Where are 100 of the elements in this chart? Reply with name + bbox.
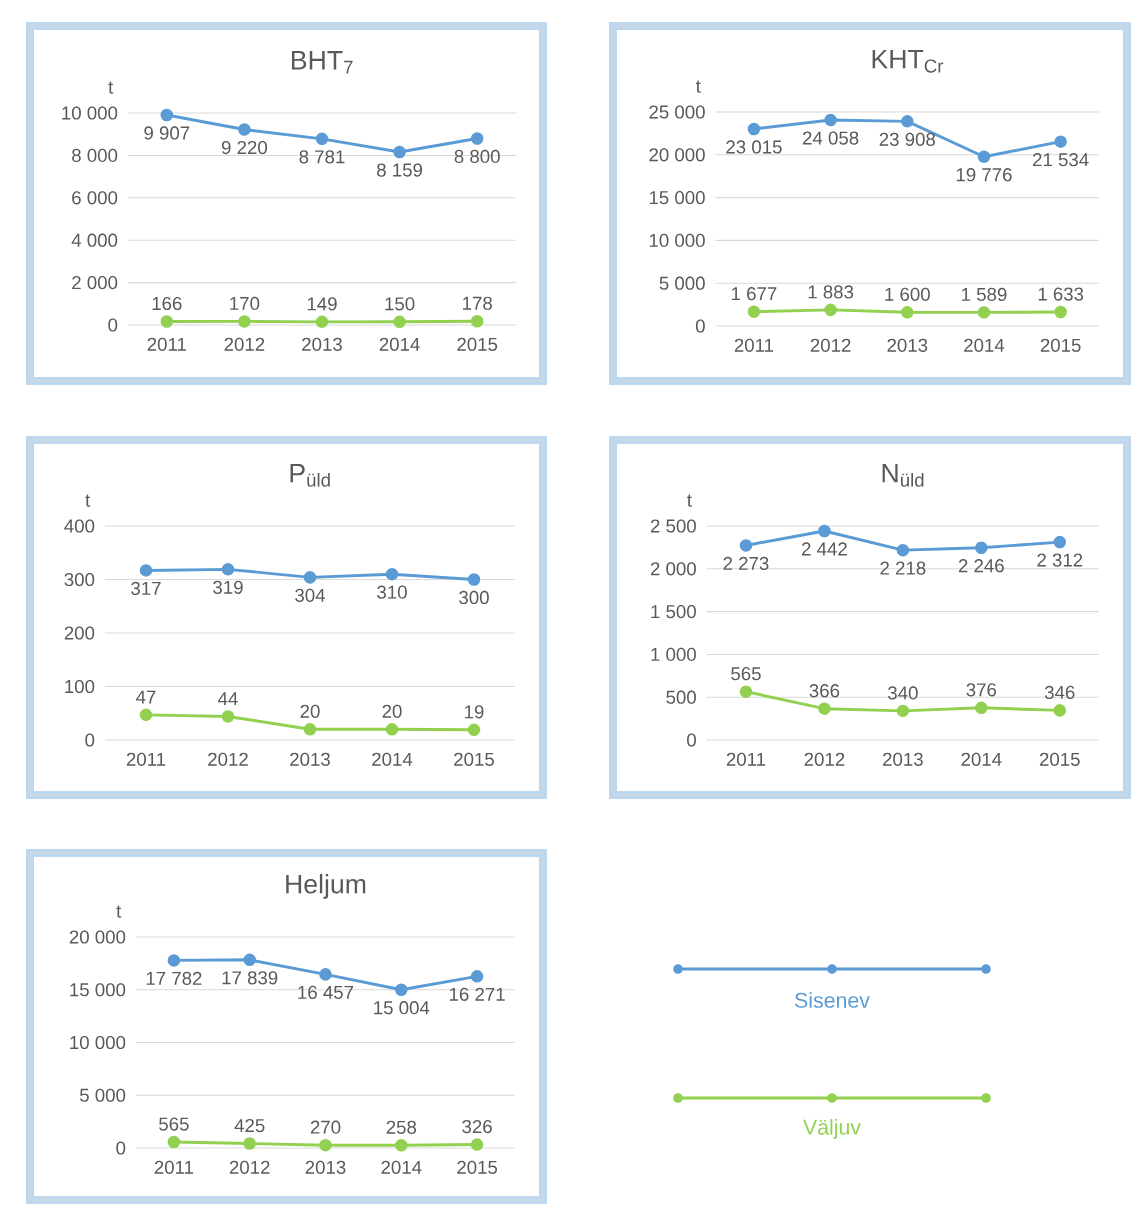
- data-label: 2 246: [958, 559, 1004, 573]
- point: [315, 315, 329, 329]
- x-tick-label: 2011: [147, 337, 186, 351]
- y-tick-label: 0: [687, 733, 696, 747]
- x-tick-label: 2011: [734, 338, 774, 352]
- point: [470, 132, 484, 145]
- data-label: 8 781: [299, 150, 345, 164]
- x-tick-label: 2015: [1040, 338, 1081, 352]
- point: [160, 108, 174, 122]
- point: [319, 968, 332, 981]
- y-tick-label: 15 000: [649, 190, 705, 205]
- point: [1054, 305, 1067, 319]
- data-label: 17 782: [146, 971, 202, 986]
- data-label: 16 271: [449, 987, 505, 1001]
- point: [470, 1138, 484, 1151]
- data-label: 1 600: [885, 287, 930, 301]
- x-tick-label: 2013: [887, 338, 928, 352]
- data-label: 24 058: [803, 131, 859, 145]
- data-label: 425: [234, 1118, 265, 1133]
- x-tick-label: 2014: [372, 752, 413, 766]
- point: [977, 306, 991, 319]
- point: [393, 145, 406, 159]
- point: [243, 1137, 256, 1150]
- point: [975, 541, 988, 555]
- data-label: 565: [159, 1117, 189, 1131]
- y-tick-label: 15 000: [70, 983, 126, 997]
- point: [395, 1139, 408, 1152]
- data-label: 1 633: [1038, 287, 1084, 301]
- x-tick-label: 2015: [1039, 752, 1080, 766]
- data-label: 16 457: [298, 985, 354, 999]
- x-tick-label: 2012: [804, 752, 845, 766]
- data-label: 565: [731, 667, 761, 681]
- point: [1053, 535, 1067, 549]
- y-tick-label: 8 000: [72, 148, 118, 163]
- y-tick-label: 2 000: [72, 275, 118, 290]
- point: [896, 543, 910, 557]
- point: [303, 723, 317, 736]
- data-label: 2 273: [723, 556, 769, 571]
- y-axis-title: t: [687, 494, 692, 507]
- point: [393, 315, 406, 329]
- point: [238, 315, 251, 328]
- point: [747, 122, 761, 136]
- point: [395, 983, 408, 996]
- x-tick-label: 2013: [302, 337, 342, 351]
- data-label: 170: [230, 296, 260, 311]
- data-label: 376: [966, 683, 997, 697]
- x-tick-label: 2014: [961, 752, 1002, 766]
- data-label: 340: [888, 686, 918, 700]
- data-label: 149: [307, 297, 337, 311]
- point: [139, 708, 153, 722]
- data-label: 346: [1044, 685, 1075, 700]
- point: [139, 564, 153, 577]
- point: [824, 113, 837, 127]
- point: [167, 954, 181, 967]
- y-tick-label: 500: [666, 690, 696, 704]
- x-tick-label: 2014: [964, 338, 1005, 352]
- y-tick-label: 200: [64, 626, 95, 640]
- y-tick-label: 100: [65, 679, 95, 694]
- x-tick-label: 2011: [154, 1160, 194, 1174]
- y-axis-title: t: [85, 494, 91, 507]
- y-tick-label: 0: [85, 733, 95, 747]
- data-label: 19 776: [956, 168, 1012, 182]
- data-label: 178: [463, 296, 492, 310]
- y-tick-label: 0: [116, 1141, 126, 1155]
- data-label: 270: [310, 1120, 341, 1134]
- point: [896, 704, 910, 718]
- point: [818, 702, 831, 715]
- data-label: 21 534: [1033, 153, 1089, 167]
- data-label: 8 159: [377, 163, 423, 177]
- data-label: 44: [218, 692, 238, 706]
- data-label: 310: [377, 585, 407, 599]
- x-tick-label: 2014: [381, 1160, 422, 1174]
- data-label: 23 015: [726, 140, 782, 154]
- point: [303, 571, 317, 584]
- point: [739, 539, 753, 552]
- point: [160, 315, 174, 328]
- data-label: 319: [213, 580, 243, 594]
- y-tick-label: 2 500: [650, 519, 696, 533]
- x-tick-label: 2011: [726, 752, 766, 766]
- x-tick-label: 2011: [126, 752, 166, 766]
- chart-title: P$_{üld}$: [290, 464, 330, 487]
- data-label: 8 800: [454, 149, 500, 164]
- chart-title: BHT$_{7}$: [292, 51, 353, 74]
- point: [818, 524, 831, 538]
- point: [739, 685, 753, 698]
- data-label: 23 908: [879, 132, 936, 146]
- y-tick-label: 6 000: [72, 191, 118, 205]
- y-axis-title: t: [695, 80, 701, 93]
- x-tick-label: 2012: [810, 338, 851, 352]
- y-axis-title: t: [116, 905, 122, 918]
- y-tick-label: 5 000: [80, 1088, 126, 1102]
- point: [243, 953, 256, 967]
- y-tick-label: 0: [108, 318, 118, 332]
- data-label: 20: [300, 704, 320, 718]
- point: [315, 132, 329, 146]
- x-tick-label: 2015: [457, 1160, 498, 1174]
- data-label: 47: [136, 690, 156, 704]
- point: [824, 303, 837, 317]
- data-label: 2 218: [880, 561, 926, 575]
- y-tick-label: 1 000: [651, 647, 696, 662]
